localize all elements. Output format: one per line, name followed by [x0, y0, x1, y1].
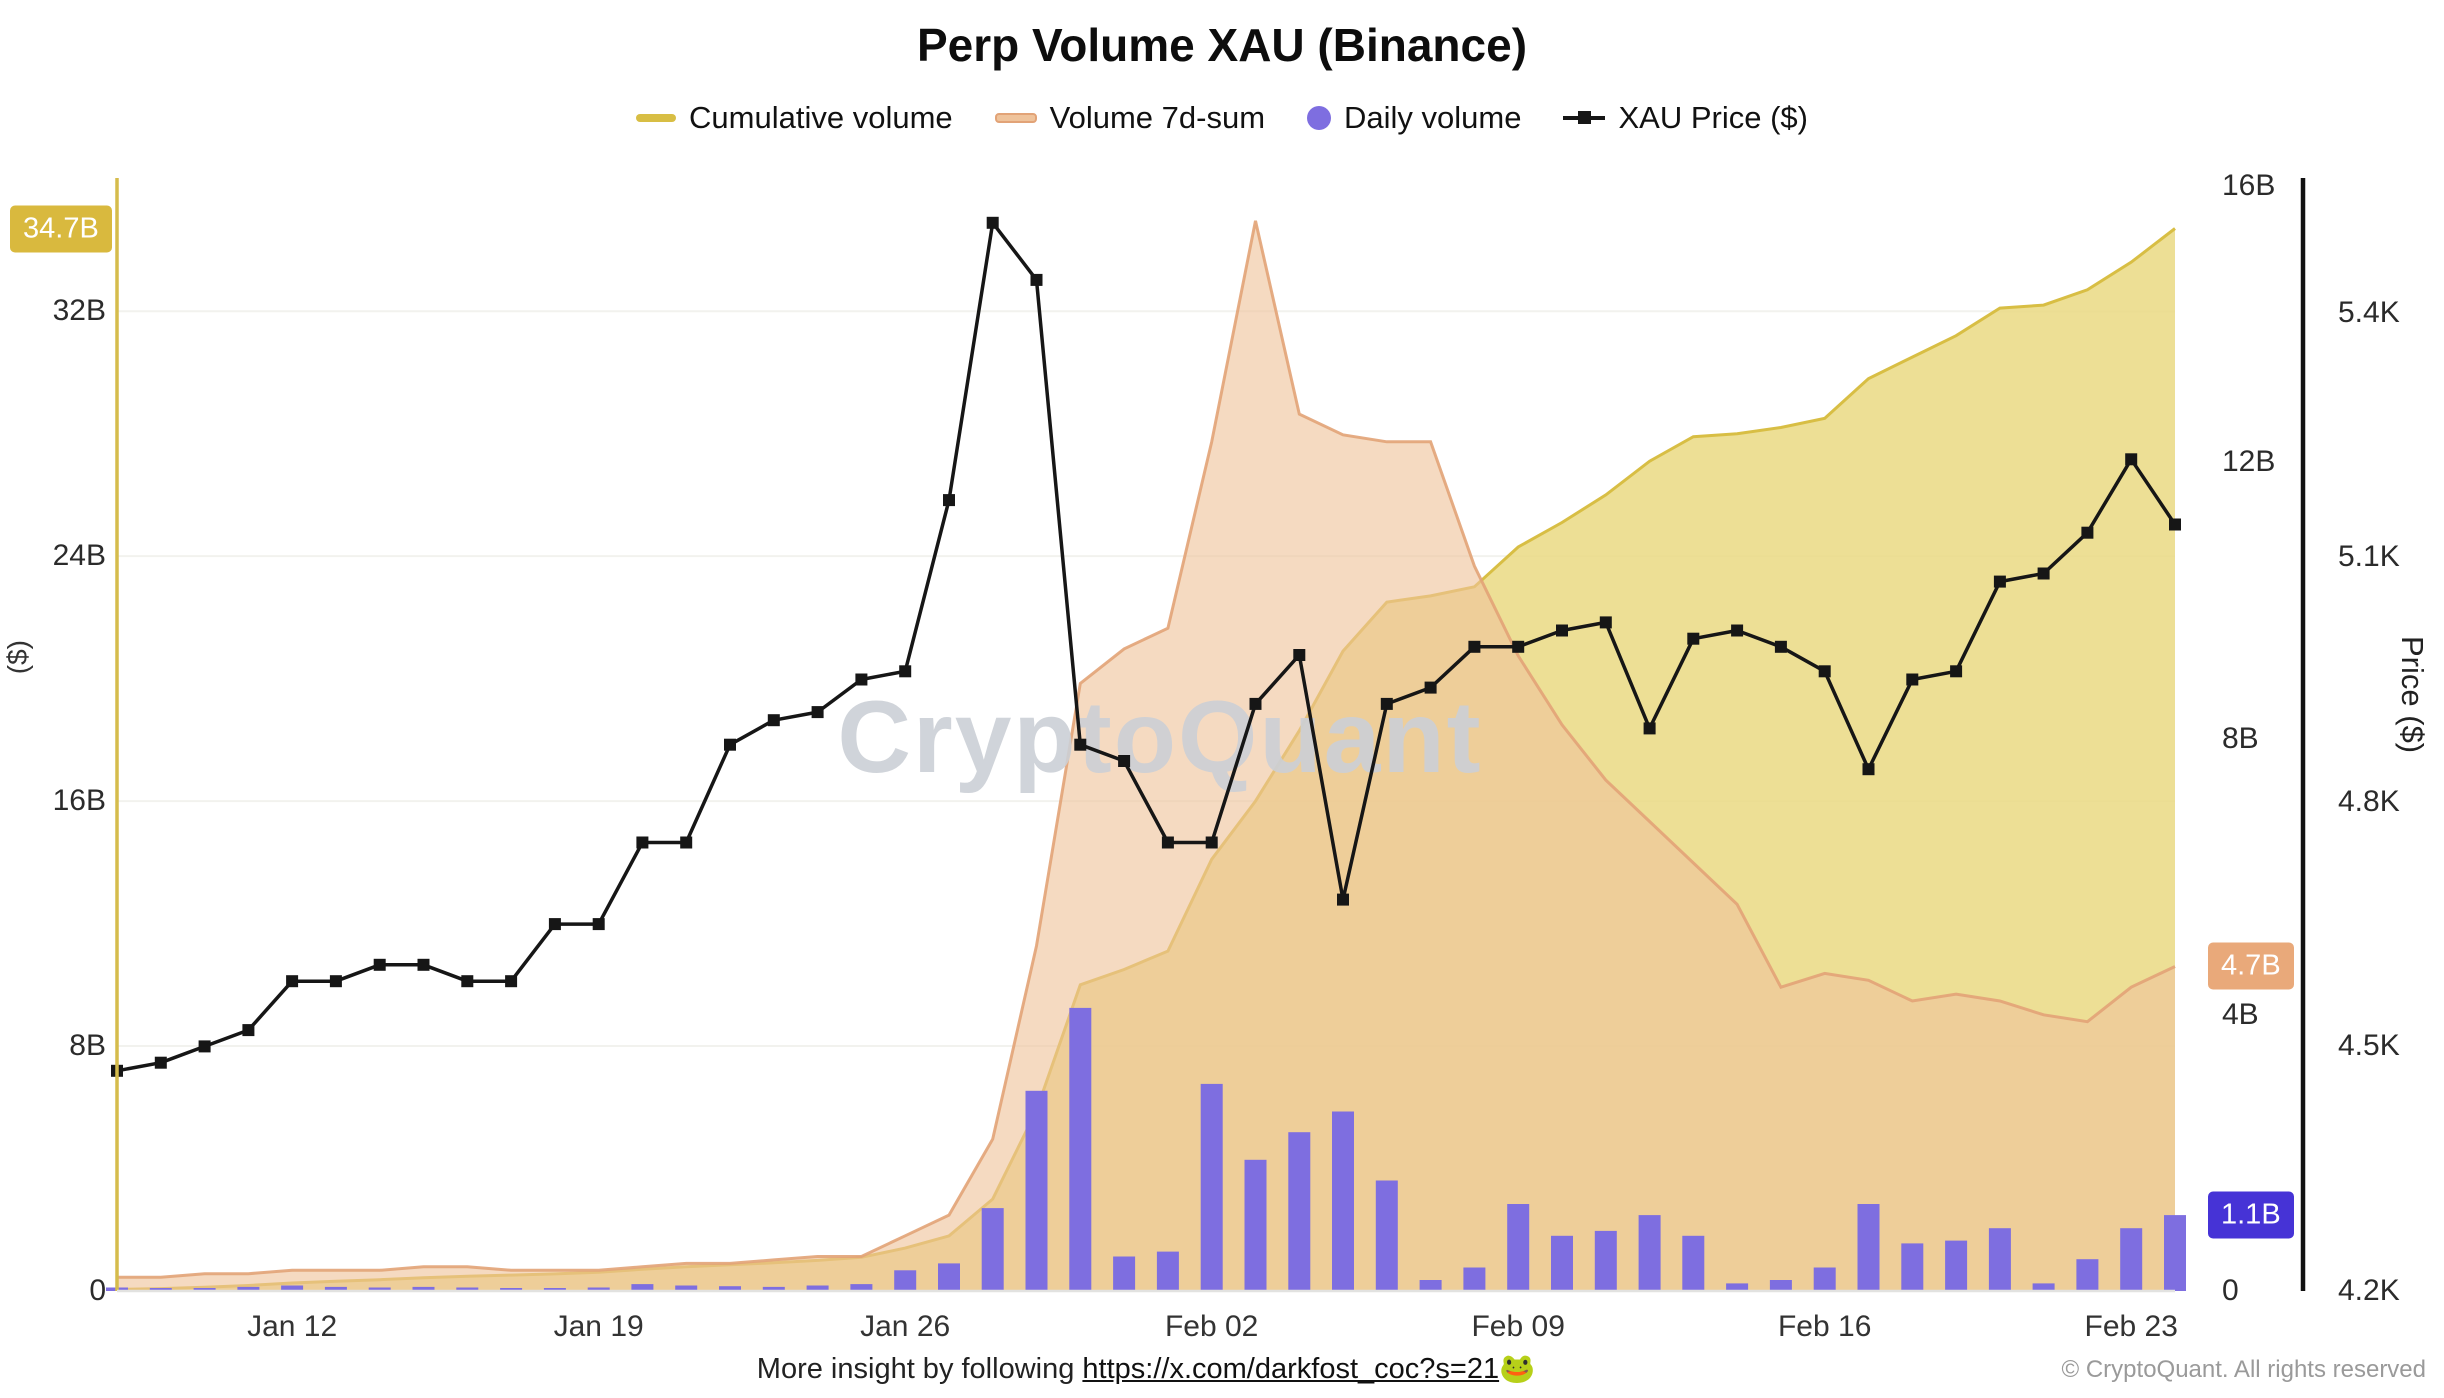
legend: Cumulative volume Volume 7d-sum Daily vo…	[0, 100, 2444, 136]
chart-title: Perp Volume XAU (Binance)	[916, 19, 1528, 71]
left-axis-title: ($)	[2, 640, 33, 675]
footer: More insight by following https://x.com/…	[757, 1352, 1535, 1386]
frog-emoji: 🐸	[1499, 1353, 1536, 1385]
legend-item-volume-7d-sum[interactable]: Volume 7d-sum	[994, 100, 1266, 136]
footer-text: More insight by following	[756, 1353, 1083, 1385]
legend-label-cumulative-volume: Cumulative volume	[689, 100, 953, 135]
daily-volume-last-value-badge: 1.1B	[2208, 1191, 2294, 1239]
footer-link[interactable]: https://x.com/darkfost_coc?s=21	[1082, 1353, 1500, 1385]
legend-label-daily-volume: Daily volume	[1344, 100, 1522, 135]
cumulative-last-value-badge: 34.7B	[10, 205, 112, 253]
legend-label-volume-7d-sum: Volume 7d-sum	[1049, 100, 1266, 135]
copyright: © CryptoQuant. All rights reserved	[2061, 1356, 2427, 1383]
legend-item-xau-price[interactable]: XAU Price ($)	[1563, 100, 1808, 136]
legend-item-daily-volume[interactable]: Daily volume	[1307, 100, 1521, 136]
volume-7d-sum-swatch-icon	[994, 113, 1037, 123]
volume-7d-sum-last-value-badge: 4.7B	[2208, 942, 2294, 990]
price-axis-title: Price ($)	[2395, 636, 2430, 754]
cumulative-volume-swatch-icon	[636, 114, 677, 122]
legend-label-xau-price: XAU Price ($)	[1618, 100, 1808, 135]
svg-text:CryptoQuant: CryptoQuant	[837, 680, 1482, 794]
legend-item-cumulative-volume[interactable]: Cumulative volume	[636, 100, 953, 136]
price-line-swatch-icon	[1563, 111, 1606, 124]
daily-volume-circle-icon	[1307, 106, 1332, 130]
